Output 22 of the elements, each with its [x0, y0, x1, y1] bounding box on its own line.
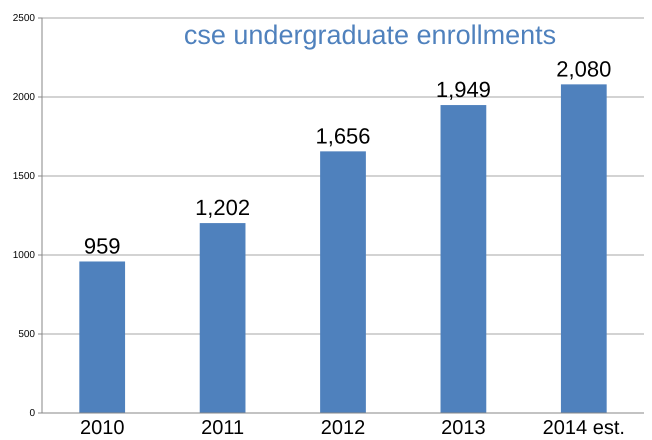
x-tick-label: 2011	[201, 417, 244, 439]
x-tick-label: 2012	[320, 417, 366, 439]
y-tick-label: 0	[29, 408, 36, 420]
chart-title: cse undergraduate enrollments	[184, 20, 556, 50]
data-label: 1,656	[315, 123, 371, 148]
bar	[320, 151, 366, 413]
data-label: 959	[84, 233, 121, 258]
x-tick-label: 2014 est.	[542, 417, 625, 439]
data-label: 2,080	[556, 56, 612, 82]
bar	[79, 261, 126, 413]
data-label: 1,202	[195, 195, 250, 220]
y-tick-label: 2500	[12, 13, 36, 24]
y-tick-label: 500	[18, 329, 36, 340]
x-tick-label: 2010	[80, 417, 124, 439]
data-label: 1,949	[436, 77, 491, 102]
bar	[440, 105, 486, 413]
y-tick-label: 1500	[12, 171, 36, 182]
bar	[560, 84, 607, 413]
y-tick-label: 2000	[12, 92, 36, 104]
y-tick-label: 1000	[12, 250, 36, 262]
x-tick-label: 2013	[441, 417, 486, 439]
bar	[200, 223, 246, 413]
